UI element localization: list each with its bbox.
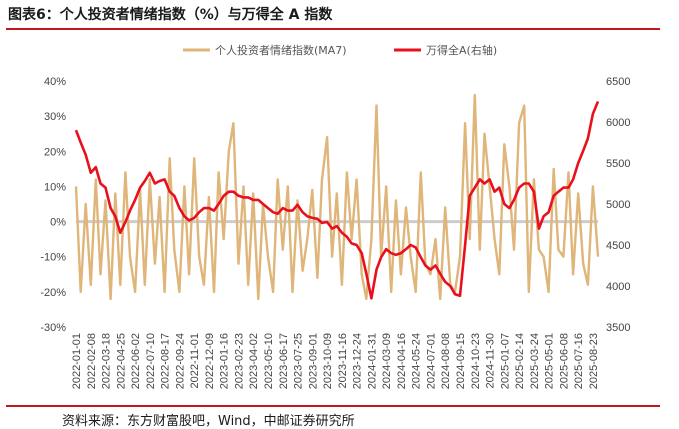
x-tick-label: 2024-11-30 — [485, 333, 497, 388]
legend-index-label: 万得全A(右轴) — [426, 43, 497, 57]
series-line-sentiment — [74, 93, 600, 301]
left-tick-label: -20% — [40, 287, 66, 299]
figure-title: 图表6：个人投资者情绪指数（%）与万得全 A 指数 — [8, 7, 333, 23]
x-tick-label: 2024-09-15 — [455, 333, 467, 389]
x-tick-label: 2022-03-18 — [101, 333, 113, 389]
right-tick-label: 3500 — [606, 322, 630, 334]
left-tick-label: -30% — [40, 322, 66, 334]
x-tick-label: 2024-08-08 — [440, 333, 452, 389]
x-tick-label: 2023-09-01 — [307, 333, 319, 389]
left-axis: 40% 30% 20% 10% 0% -10% -20% -30% — [40, 76, 66, 334]
x-tick-label: 2025-03-24 — [529, 333, 541, 389]
left-tick-label: 30% — [44, 111, 66, 123]
right-tick-label: 5000 — [606, 199, 630, 211]
x-tick-label: 2025-01-07 — [499, 333, 511, 389]
x-tick-label: 2022-04-25 — [115, 333, 127, 389]
left-tick-label: 40% — [44, 76, 66, 88]
x-tick-label: 2023-06-17 — [278, 333, 290, 389]
x-tick-label: 2025-06-08 — [558, 333, 570, 389]
x-tick-label: 2022-09-24 — [174, 333, 186, 389]
x-tick-label: 2023-10-09 — [322, 333, 334, 389]
x-tick-label: 2022-06-02 — [130, 333, 142, 389]
x-tick-label: 2024-03-09 — [381, 333, 393, 389]
x-tick-label: 2022-07-10 — [145, 333, 157, 389]
x-tick-label: 2024-05-24 — [411, 333, 423, 389]
right-tick-label: 4000 — [606, 281, 630, 293]
x-tick-label: 2022-01-01 — [71, 333, 83, 389]
right-tick-label: 5500 — [606, 158, 630, 170]
x-tick-label: 2024-01-31 — [366, 333, 378, 389]
right-tick-label: 6500 — [606, 76, 630, 88]
legend-sentiment-label: 个人投资者情绪指数(MA7) — [215, 43, 347, 57]
source-note: 资料来源：东方财富股吧，Wind，中邮证券研究所 — [62, 414, 355, 429]
x-tick-label: 2022-08-17 — [160, 333, 172, 389]
x-tick-label: 2022-12-09 — [204, 333, 216, 389]
x-tick-label: 2022-02-08 — [86, 333, 98, 389]
x-tick-label: 2023-01-16 — [219, 333, 231, 389]
left-tick-label: 20% — [44, 146, 66, 158]
x-tick-label: 2023-11-16 — [337, 333, 349, 388]
x-tick-label: 2025-08-23 — [588, 333, 600, 389]
title-divider — [6, 28, 660, 30]
x-tick-label: 2025-07-16 — [573, 333, 585, 389]
right-tick-label: 4500 — [606, 240, 630, 252]
x-tick-label: 2023-07-25 — [293, 333, 305, 389]
x-tick-label: 2023-05-10 — [263, 333, 275, 389]
right-axis: 6500 6000 5500 5000 4500 4000 3500 — [606, 76, 630, 334]
x-tick-label: 2024-10-23 — [470, 333, 482, 389]
x-tick-label: 2025-05-01 — [544, 333, 556, 389]
x-tick-label: 2022-11-01 — [189, 333, 201, 388]
x-tick-label: 2024-04-16 — [396, 333, 408, 389]
left-tick-label: 10% — [44, 181, 66, 193]
right-tick-label: 6000 — [606, 117, 630, 129]
x-axis: 2022-01-01 2022-02-08 2022-03-18 2022-04-25… — [71, 333, 600, 389]
source-divider — [6, 405, 660, 407]
series-line-index — [74, 101, 600, 300]
left-tick-label: 0% — [50, 217, 66, 229]
x-tick-label: 2023-02-23 — [233, 333, 245, 389]
legend: 个人投资者情绪指数(MA7) 万得全A(右轴) — [183, 43, 497, 57]
x-tick-label: 2023-04-02 — [248, 333, 260, 389]
x-tick-label: 2025-02-14 — [514, 333, 526, 389]
x-tick-label: 2024-07-01 — [425, 333, 437, 389]
left-tick-label: -10% — [40, 252, 66, 264]
x-tick-label: 2023-12-24 — [352, 333, 364, 389]
